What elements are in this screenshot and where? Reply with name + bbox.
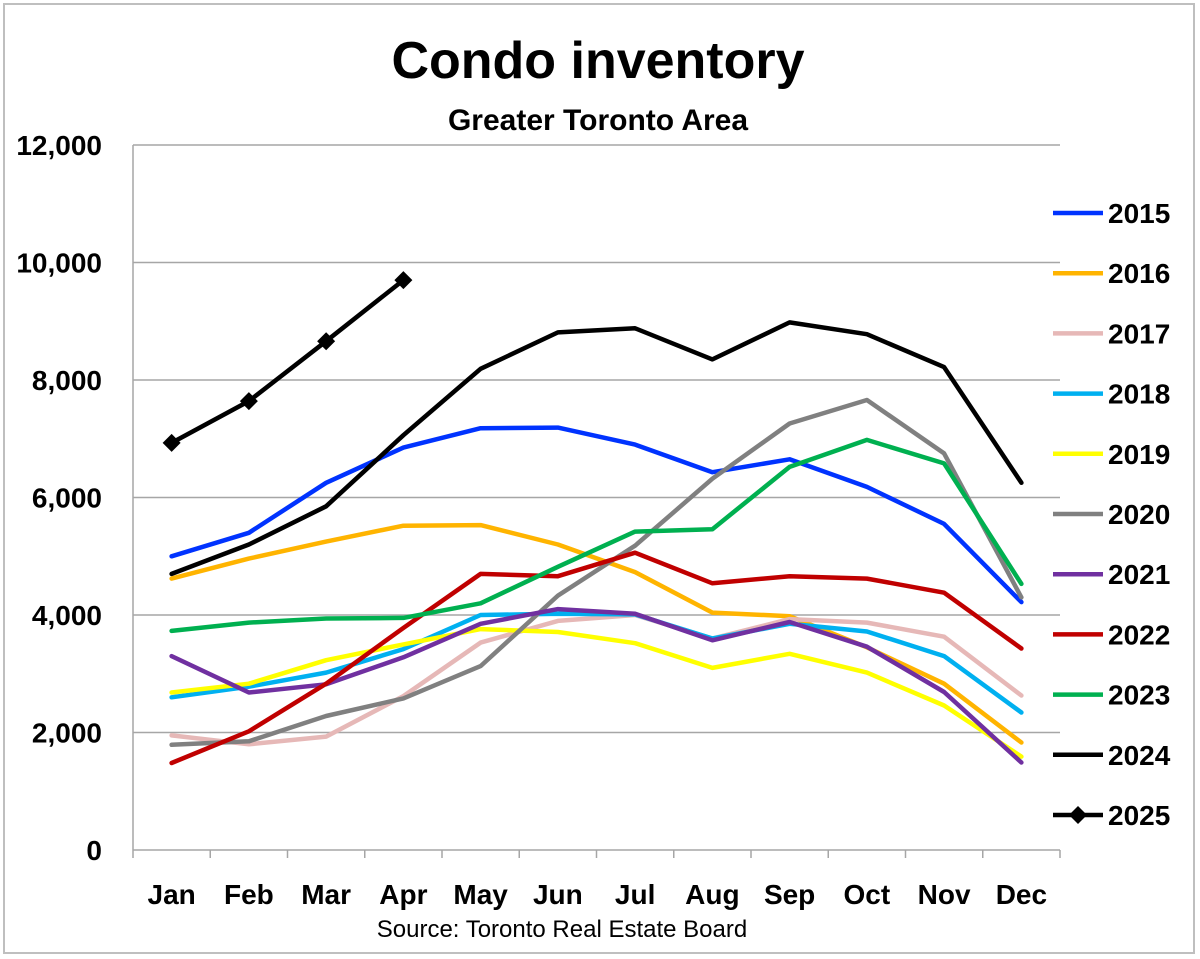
series-line-2016	[169, 522, 1024, 745]
x-tick-label: Sep	[764, 879, 815, 910]
legend-item-2025: 2025	[1053, 800, 1170, 831]
y-tick-label: 2,000	[32, 718, 102, 749]
x-tick-label: Jul	[615, 879, 655, 910]
series-2020	[169, 397, 1024, 748]
legend-label: 2024	[1108, 740, 1171, 771]
data-point-2025	[317, 332, 336, 351]
legend-item-2018: 2018	[1053, 379, 1170, 410]
series-line-2020	[169, 397, 1024, 748]
chart-title: Condo inventory	[391, 32, 804, 90]
legend-item-2024: 2024	[1053, 740, 1171, 771]
x-tick-label: May	[453, 879, 508, 910]
series-2019	[169, 626, 1024, 759]
series-2017	[169, 612, 1024, 747]
series-2023	[169, 437, 1024, 634]
series-2015	[169, 425, 1024, 605]
y-tick-label: 8,000	[32, 365, 102, 396]
x-tick-label: Feb	[224, 879, 274, 910]
legend-item-2019: 2019	[1053, 439, 1170, 470]
series-lines	[162, 271, 1024, 766]
legend-item-2022: 2022	[1053, 619, 1170, 650]
y-tick-label: 6,000	[32, 483, 102, 514]
series-2016	[169, 522, 1024, 745]
series-line-2024	[169, 320, 1024, 577]
legend-item-2016: 2016	[1053, 258, 1170, 289]
y-tick-label: 0	[86, 835, 102, 866]
legend-marker	[1069, 806, 1087, 824]
legend-item-2020: 2020	[1053, 499, 1170, 530]
legend-item-2017: 2017	[1053, 318, 1170, 349]
legend-item-2015: 2015	[1053, 198, 1170, 229]
series-2018	[169, 611, 1024, 715]
x-tick-label: Nov	[918, 879, 971, 910]
y-axis-ticks: 0 2,000 4,000 6,000 8,000 10,000 12,000	[16, 130, 102, 866]
series-line-2018	[169, 611, 1024, 715]
legend-label: 2022	[1108, 619, 1170, 650]
legend-label: 2017	[1108, 318, 1170, 349]
legend-label: 2023	[1108, 680, 1170, 711]
legend-item-2023: 2023	[1053, 680, 1170, 711]
series-line-2022	[169, 550, 1024, 766]
x-tick-label: Oct	[844, 879, 891, 910]
legend-item-2021: 2021	[1053, 559, 1170, 590]
chart-subtitle: Greater Toronto Area	[448, 104, 748, 137]
legend-label: 2021	[1108, 559, 1170, 590]
series-2021	[169, 606, 1024, 765]
data-point-2025	[394, 271, 413, 290]
x-tick-label: Mar	[301, 879, 351, 910]
y-tick-label: 10,000	[16, 248, 102, 279]
series-2024	[169, 320, 1024, 577]
data-point-2025	[239, 392, 258, 411]
source-note: Source: Toronto Real Estate Board	[377, 916, 747, 943]
y-tick-label: 12,000	[16, 130, 102, 161]
series-line-2015	[169, 425, 1024, 605]
x-tick-label: Apr	[379, 879, 427, 910]
series-2022	[169, 550, 1024, 766]
data-point-2025	[162, 433, 181, 452]
series-line-2025	[169, 277, 406, 446]
x-tick-label: Aug	[685, 879, 739, 910]
x-axis: Jan Feb Mar Apr May Jun Jul Aug Sep Oct Nov Dec	[132, 145, 1061, 910]
chart-frame	[3, 3, 1195, 954]
series-line-2017	[169, 612, 1024, 747]
legend-label: 2025	[1108, 800, 1170, 831]
series-line-2019	[169, 626, 1024, 759]
legend-label: 2019	[1108, 439, 1170, 470]
legend-label: 2016	[1108, 258, 1170, 289]
x-tick-label: Dec	[996, 879, 1047, 910]
legend: 2015 2016 2017 2018 2019 2020 2021 2022 2023 2024…	[1053, 198, 1171, 831]
x-tick-label: Jan	[148, 879, 196, 910]
legend-label: 2015	[1108, 198, 1170, 229]
y-tick-label: 4,000	[32, 600, 102, 631]
series-line-2021	[169, 606, 1024, 765]
legend-label: 2018	[1108, 379, 1170, 410]
gridlines	[133, 144, 1060, 734]
series-line-2023	[169, 437, 1024, 634]
legend-label: 2020	[1108, 499, 1170, 530]
x-tick-label: Jun	[533, 879, 583, 910]
series-2025	[162, 271, 413, 452]
